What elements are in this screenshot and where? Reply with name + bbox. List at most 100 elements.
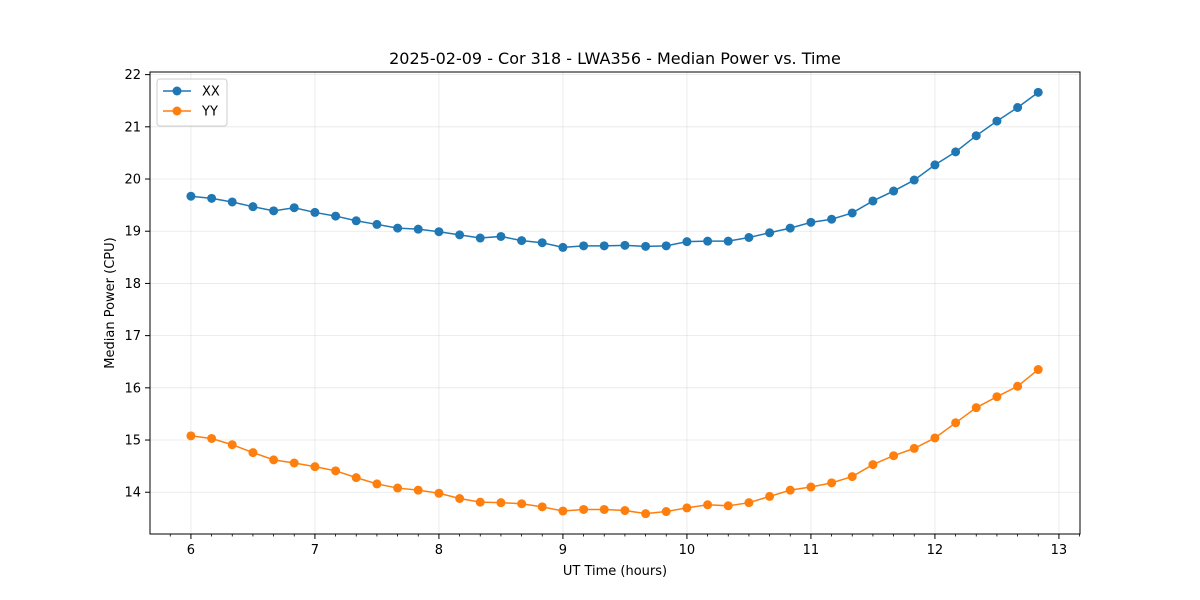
series-yy — [186, 365, 1043, 519]
data-point-xx — [517, 236, 527, 246]
y-tick-label: 20 — [124, 173, 141, 188]
y-tick-label: 17 — [124, 329, 141, 344]
axes: 6 7 8 9 10 11 12 13 14 15 16 17 18 19 20 21 22 — [124, 68, 1080, 558]
data-point-xx — [455, 230, 465, 240]
data-point-xx — [331, 211, 341, 221]
data-point-xx — [744, 232, 754, 242]
data-point-xx — [682, 237, 692, 247]
data-point-yy — [579, 504, 589, 514]
data-point-xx — [641, 241, 651, 251]
data-point-yy — [806, 482, 816, 492]
data-point-yy — [1013, 381, 1023, 391]
data-point-yy — [661, 507, 671, 517]
data-point-xx — [207, 193, 217, 203]
x-tick-label: 7 — [311, 543, 319, 558]
data-point-yy — [827, 478, 837, 488]
data-point-yy — [992, 392, 1002, 402]
data-point-yy — [269, 455, 279, 465]
data-point-xx — [723, 236, 733, 246]
data-point-xx — [537, 238, 547, 248]
data-point-yy — [971, 403, 981, 413]
data-point-xx — [1013, 102, 1023, 112]
data-point-xx — [248, 202, 258, 212]
data-point-yy — [372, 479, 382, 489]
data-point-yy — [393, 483, 403, 493]
data-point-xx — [393, 223, 403, 233]
data-point-yy — [847, 472, 857, 482]
grid — [150, 72, 1080, 534]
data-point-xx — [620, 240, 630, 250]
x-tick-label: 10 — [679, 543, 696, 558]
data-point-yy — [868, 460, 878, 470]
data-point-xx — [186, 191, 196, 201]
data-point-yy — [682, 503, 692, 513]
data-point-yy — [744, 498, 754, 508]
data-point-xx — [992, 116, 1002, 126]
data-point-xx — [971, 131, 981, 141]
legend-yy-label: YY — [201, 105, 218, 120]
data-point-yy — [537, 502, 547, 512]
y-tick-label: 19 — [124, 225, 141, 240]
data-point-yy — [434, 488, 444, 498]
y-tick-label: 14 — [124, 486, 141, 501]
data-point-xx — [806, 217, 816, 227]
data-point-yy — [765, 491, 775, 501]
data-point-xx — [475, 233, 485, 243]
data-point-yy — [207, 433, 217, 443]
data-point-xx — [351, 216, 361, 226]
y-tick-label: 15 — [124, 434, 141, 449]
data-point-yy — [413, 485, 423, 495]
data-point-xx — [847, 208, 857, 218]
plot-frame — [149, 71, 1081, 535]
legend-xx-label: XX — [202, 85, 220, 100]
data-point-yy — [496, 498, 506, 508]
x-tick-label: 6 — [187, 543, 195, 558]
data-point-yy — [517, 499, 527, 509]
data-point-yy — [951, 418, 961, 428]
series-xx — [186, 87, 1043, 252]
data-point-yy — [641, 509, 651, 519]
data-point-yy — [351, 473, 361, 483]
data-point-xx — [289, 203, 299, 213]
data-point-yy — [1033, 365, 1043, 375]
data-point-xx — [496, 231, 506, 241]
data-point-xx — [413, 224, 423, 234]
data-point-xx — [909, 175, 919, 185]
data-point-yy — [723, 501, 733, 511]
data-point-yy — [289, 458, 299, 468]
data-point-xx — [227, 197, 237, 207]
x-axis-label: UT Time (hours) — [563, 564, 667, 579]
data-point-yy — [475, 497, 485, 507]
data-point-yy — [909, 443, 919, 453]
data-point-xx — [785, 223, 795, 233]
data-point-yy — [558, 506, 568, 516]
data-point-xx — [951, 147, 961, 157]
x-tick-label: 8 — [435, 543, 443, 558]
data-point-xx — [889, 186, 899, 196]
data-point-xx — [558, 242, 568, 252]
data-point-xx — [372, 219, 382, 229]
data-point-xx — [1033, 87, 1043, 97]
legend-xx-marker — [172, 86, 182, 96]
data-point-yy — [248, 448, 258, 458]
y-tick-label: 18 — [124, 277, 141, 292]
data-point-yy — [227, 440, 237, 450]
data-point-xx — [310, 207, 320, 217]
y-tick-label: 22 — [124, 68, 141, 83]
data-point-xx — [579, 241, 589, 251]
data-point-yy — [930, 433, 940, 443]
data-point-xx — [765, 228, 775, 238]
data-point-yy — [703, 500, 713, 510]
data-point-xx — [269, 206, 279, 216]
data-point-yy — [331, 466, 341, 476]
y-axis-label: Median Power (CPU) — [103, 237, 118, 368]
legend: XX YY — [156, 78, 228, 127]
x-tick-label: 12 — [927, 543, 944, 558]
data-point-xx — [868, 196, 878, 206]
x-tick-label: 9 — [559, 543, 567, 558]
x-tick-label: 13 — [1051, 543, 1068, 558]
series-layer — [186, 87, 1043, 519]
data-point-xx — [930, 160, 940, 170]
chart-title: 2025-02-09 - Cor 318 - LWA356 - Median P… — [389, 49, 841, 68]
